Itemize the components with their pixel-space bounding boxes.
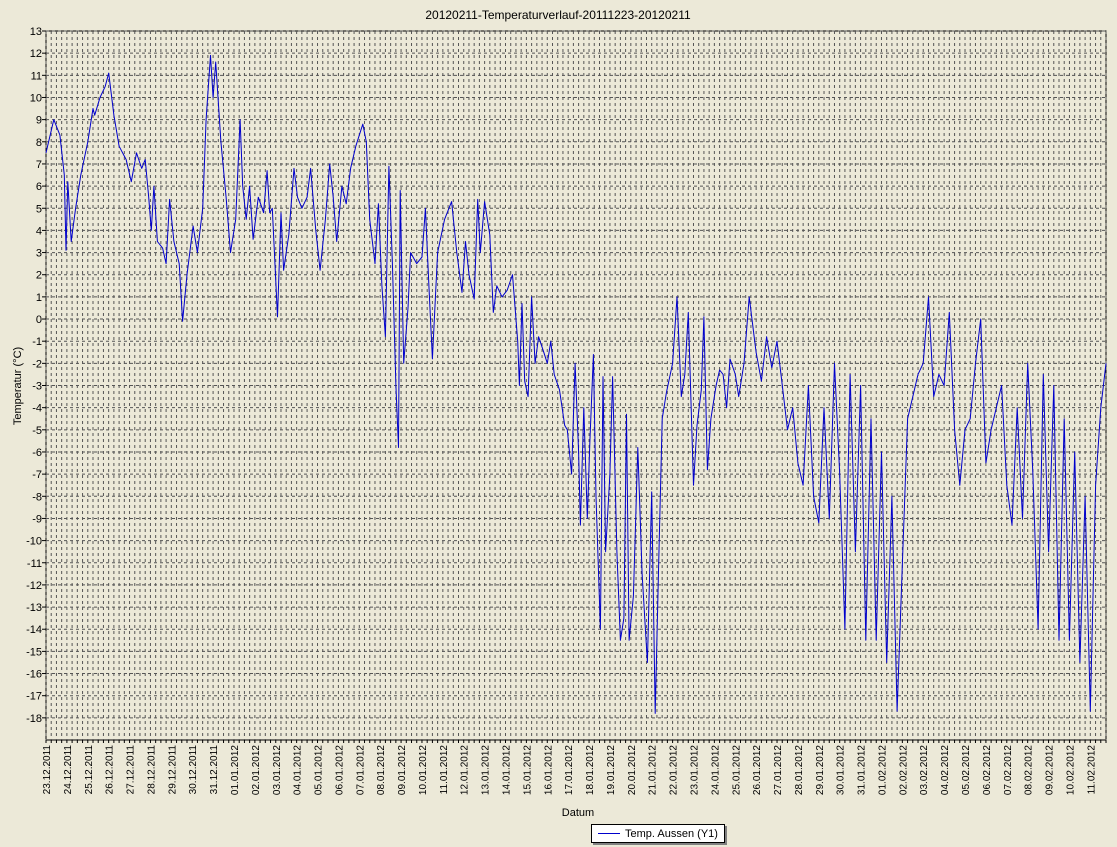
series-line-group xyxy=(45,54,1107,714)
x-tick-label: 10.02.2012 xyxy=(1065,745,1076,795)
x-tick-label: 25.12.2011 xyxy=(84,745,95,795)
x-tick-label: 05.01.2012 xyxy=(314,745,325,795)
x-tick-label: 07.01.2012 xyxy=(355,745,366,795)
x-tick-label: 08.01.2012 xyxy=(376,745,387,795)
x-tick-label: 07.02.2012 xyxy=(1003,745,1014,795)
legend-swatch xyxy=(598,833,620,834)
x-tick-label: 10.01.2012 xyxy=(418,745,429,795)
y-tick-label: 1 xyxy=(36,292,42,304)
x-tick-label: 29.01.2012 xyxy=(815,745,826,795)
y-tick-label: 5 xyxy=(36,203,42,215)
x-tick-label: 26.12.2011 xyxy=(105,745,116,795)
x-tick-label: 21.01.2012 xyxy=(648,745,659,795)
y-tick-label: -11 xyxy=(27,558,42,570)
x-tick-label: 20.01.2012 xyxy=(627,745,638,795)
x-tick-label: 25.01.2012 xyxy=(731,745,742,795)
y-tick-label: -14 xyxy=(26,624,42,636)
x-tick-label: 27.12.2011 xyxy=(126,745,137,795)
y-tick-label: -8 xyxy=(32,491,42,503)
y-tick-label: 11 xyxy=(31,70,42,82)
x-tick-label: 29.12.2011 xyxy=(167,745,178,795)
x-tick-label: 17.01.2012 xyxy=(564,745,575,795)
x-tick-label: 30.12.2011 xyxy=(188,745,199,795)
x-tick-label: 27.01.2012 xyxy=(773,745,784,795)
y-tick-label: 0 xyxy=(36,314,42,326)
x-tick-label: 02.02.2012 xyxy=(898,745,909,795)
y-tick-label: -9 xyxy=(32,513,42,525)
x-tick-label: 11.01.2012 xyxy=(439,745,450,795)
y-tick-label: 9 xyxy=(36,115,42,127)
x-tick-label: 15.01.2012 xyxy=(522,745,533,795)
y-tick-label: 6 xyxy=(36,181,42,193)
x-tick-label: 08.02.2012 xyxy=(1024,745,1035,795)
y-tick-label: -5 xyxy=(32,425,42,437)
x-tick-label: 13.01.2012 xyxy=(481,745,492,795)
y-tick-label: -17 xyxy=(26,691,42,703)
x-tick-label: 28.12.2011 xyxy=(146,745,157,795)
x-axis-label: Datum xyxy=(562,807,594,819)
y-tick-label: -7 xyxy=(32,469,42,481)
x-tick-label: 01.01.2012 xyxy=(230,745,241,795)
x-tick-label: 09.02.2012 xyxy=(1045,745,1056,795)
x-tick-label: 04.01.2012 xyxy=(293,745,304,795)
axes: 131211109876543210-1-2-3-4-5-6-7-8-9-10-… xyxy=(26,26,1107,795)
x-tick-label: 19.01.2012 xyxy=(606,745,617,795)
x-tick-label: 22.01.2012 xyxy=(669,745,680,795)
x-tick-label: 02.01.2012 xyxy=(251,745,262,795)
x-tick-label: 05.02.2012 xyxy=(961,745,972,795)
y-tick-label: -10 xyxy=(26,536,42,548)
y-tick-label: 8 xyxy=(36,137,42,149)
x-tick-label: 03.01.2012 xyxy=(272,745,283,795)
series-line-temp-aussen xyxy=(45,54,1107,714)
x-tick-label: 03.02.2012 xyxy=(919,745,930,795)
x-tick-label: 16.01.2012 xyxy=(543,745,554,795)
x-tick-label: 12.01.2012 xyxy=(460,745,471,795)
chart-title: 20120211-Temperaturverlauf-20111223-2012… xyxy=(425,8,691,22)
y-tick-label: 7 xyxy=(36,159,42,171)
grid-lines xyxy=(45,30,1107,740)
x-tick-label: 24.01.2012 xyxy=(710,745,721,795)
x-tick-label: 14.01.2012 xyxy=(502,745,513,795)
y-tick-label: -2 xyxy=(32,358,42,370)
y-tick-label: 3 xyxy=(36,248,42,260)
x-tick-label: 24.12.2011 xyxy=(63,745,74,795)
y-tick-label: -4 xyxy=(32,403,42,415)
x-tick-label: 18.01.2012 xyxy=(585,745,596,795)
x-tick-label: 28.01.2012 xyxy=(794,745,805,795)
x-tick-label: 04.02.2012 xyxy=(940,745,951,795)
x-tick-label: 31.01.2012 xyxy=(857,745,868,795)
y-tick-label: -6 xyxy=(32,447,42,459)
legend: Temp. Aussen (Y1) xyxy=(591,824,725,843)
y-tick-label: -18 xyxy=(26,713,42,725)
y-axis-label: Temperatur (°C) xyxy=(12,347,24,425)
y-tick-label: -13 xyxy=(26,602,42,614)
y-tick-label: -16 xyxy=(26,669,42,681)
x-tick-label: 01.02.2012 xyxy=(877,745,888,795)
y-tick-label: -12 xyxy=(26,580,42,592)
legend-entry: Temp. Aussen (Y1) xyxy=(625,827,718,840)
x-tick-label: 09.01.2012 xyxy=(397,745,408,795)
y-tick-label: -1 xyxy=(32,336,42,348)
x-tick-label: 06.02.2012 xyxy=(982,745,993,795)
y-tick-label: -3 xyxy=(32,381,42,393)
x-tick-label: 23.01.2012 xyxy=(689,745,700,795)
x-tick-label: 11.02.2012 xyxy=(1086,745,1097,795)
y-tick-label: 12 xyxy=(30,48,42,60)
x-tick-label: 30.01.2012 xyxy=(836,745,847,795)
y-tick-label: 4 xyxy=(36,225,42,237)
x-tick-label: 06.01.2012 xyxy=(334,745,345,795)
x-tick-label: 31.12.2011 xyxy=(209,745,220,795)
x-tick-label: 23.12.2011 xyxy=(42,745,53,795)
y-tick-label: 13 xyxy=(30,26,42,38)
y-tick-label: -15 xyxy=(26,646,42,658)
y-tick-label: 2 xyxy=(36,270,42,282)
x-tick-label: 26.01.2012 xyxy=(752,745,763,795)
y-tick-label: 10 xyxy=(30,92,42,104)
